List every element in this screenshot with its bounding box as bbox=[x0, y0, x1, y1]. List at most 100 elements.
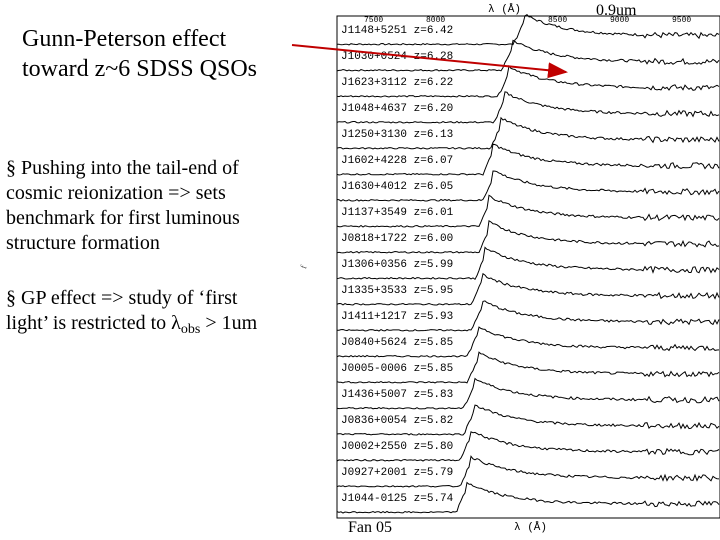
lambda-subscript: obs bbox=[180, 322, 201, 337]
qso-name: J1411+1217 bbox=[341, 311, 408, 323]
qso-label: J1137+3549 z=6.01 bbox=[341, 207, 456, 219]
qso-label: J1630+4012 z=6.05 bbox=[341, 181, 456, 193]
qso-redshift: z=6.13 bbox=[407, 129, 454, 141]
spectrum-J0927+2001 bbox=[336, 455, 720, 488]
spectrum-J1250+3130 bbox=[336, 116, 720, 150]
qso-label: J1602+4228 z=6.07 bbox=[341, 155, 456, 167]
qso-name: J0927+2001 bbox=[341, 467, 408, 479]
qso-name: J1148+5251 bbox=[341, 25, 408, 37]
qso-name: J1250+3130 bbox=[341, 129, 408, 141]
tick-label-9500: 9500 bbox=[672, 16, 692, 25]
label-0-9um: 0.9um bbox=[596, 2, 637, 19]
bullet-marker: § bbox=[6, 157, 16, 179]
qso-name: J0840+5624 bbox=[341, 337, 408, 349]
qso-redshift: z=6.42 bbox=[407, 25, 454, 37]
bullet1-line-1: Pushing into the tail-end of bbox=[21, 157, 239, 179]
spectrum-J0005-0006 bbox=[336, 351, 720, 384]
spectrum-J1602+4228 bbox=[336, 143, 720, 176]
qso-name: J1030+0524 bbox=[341, 51, 408, 63]
qso-label: J1030+0524 z=6.28 bbox=[341, 51, 456, 63]
qso-label: J1148+5251 z=6.42 bbox=[341, 25, 456, 37]
qso-redshift: z=6.07 bbox=[407, 155, 454, 167]
slide-title: Gunn-Peterson effect toward z~6 SDSS QSO… bbox=[22, 24, 322, 84]
bullet2-line-2-post: > 1um bbox=[200, 312, 258, 334]
spectrum-J0836+0054 bbox=[336, 404, 720, 436]
spectrum-J0002+2550 bbox=[336, 431, 720, 462]
qso-label: J1411+1217 z=5.93 bbox=[341, 311, 456, 323]
qso-name: J1623+3112 bbox=[341, 77, 408, 89]
spectrum-J1044-0125 bbox=[336, 481, 720, 514]
qso-name: J0005-0006 bbox=[341, 363, 408, 375]
qso-label: J0818+1722 z=6.00 bbox=[341, 233, 456, 245]
qso-name: J1137+3549 bbox=[341, 207, 408, 219]
bullet2-line-2-pre: light’ is restricted to bbox=[6, 312, 172, 334]
bullet1-line-4: structure formation bbox=[6, 232, 160, 254]
tick-label-8500: 8500 bbox=[548, 16, 568, 25]
qso-redshift: z=6.00 bbox=[407, 233, 454, 245]
qso-redshift: z=5.80 bbox=[407, 441, 454, 453]
spectrum-J1137+3549 bbox=[336, 194, 720, 228]
qso-name: J1602+4228 bbox=[341, 155, 408, 167]
title-line-2: toward z~6 SDSS QSOs bbox=[22, 56, 258, 82]
spectrum-J1335+3533 bbox=[336, 272, 720, 306]
spectrum-J1436+5007 bbox=[336, 377, 720, 410]
qso-name: J1335+3533 bbox=[341, 285, 408, 297]
qso-redshift: z=5.79 bbox=[407, 467, 454, 479]
bullet-marker: § bbox=[6, 287, 16, 309]
tick-label-8000: 8000 bbox=[426, 16, 446, 25]
qso-label: J1250+3130 z=6.13 bbox=[341, 129, 456, 141]
tick-label-7500: 7500 bbox=[364, 16, 384, 25]
spectrum-J1411+1217 bbox=[337, 300, 720, 332]
wavelength-axis-label-bottom: λ (Å) bbox=[514, 522, 548, 534]
credit-fan05: Fan 05 bbox=[348, 519, 392, 536]
qso-redshift: z=6.20 bbox=[407, 103, 454, 115]
qso-redshift: z=5.93 bbox=[407, 311, 454, 323]
tick-label-9000: 9000 bbox=[610, 16, 630, 25]
wavelength-axis-label-top: λ (Å) bbox=[488, 4, 522, 16]
qso-label: J0927+2001 z=5.79 bbox=[341, 467, 456, 479]
qso-name: J1306+0356 bbox=[341, 259, 408, 271]
qso-label: J0002+2550 z=5.80 bbox=[341, 441, 456, 453]
title-line-1: Gunn-Peterson effect bbox=[22, 26, 227, 52]
qso-name: J0836+0054 bbox=[341, 415, 408, 427]
qso-redshift: z=6.01 bbox=[407, 207, 454, 219]
qso-label: J1623+3112 z=6.22 bbox=[341, 77, 456, 89]
qso-redshift: z=5.99 bbox=[407, 259, 454, 271]
qso-label: J0840+5624 z=5.85 bbox=[341, 337, 456, 349]
lambda-symbol: λ bbox=[171, 312, 181, 334]
qso-redshift: z=5.85 bbox=[407, 337, 454, 349]
qso-redshift: z=6.05 bbox=[407, 181, 454, 193]
bullet2-line-1: GP effect => study of ‘first bbox=[21, 287, 238, 309]
qso-name: J1436+5007 bbox=[341, 389, 408, 401]
spectrum-J1630+4012 bbox=[336, 170, 720, 202]
spectrum-J1306+0356 bbox=[336, 246, 720, 281]
bullet2-line-2: light’ is restricted to λobs > 1um bbox=[6, 311, 326, 342]
qso-label: J1306+0356 z=5.99 bbox=[341, 259, 456, 271]
qso-redshift: z=6.28 bbox=[407, 51, 454, 63]
qso-label: J0836+0054 z=5.82 bbox=[341, 415, 456, 427]
qso-label: J1335+3533 z=5.95 bbox=[341, 285, 456, 297]
qso-label: J1436+5007 z=5.83 bbox=[341, 389, 456, 401]
bullet-gp-effect: § GP effect => study of ‘first light’ is… bbox=[6, 286, 326, 342]
side-glyph: f bbox=[298, 263, 309, 271]
qso-label: J1044-0125 z=5.74 bbox=[341, 493, 456, 505]
qso-redshift: z=5.85 bbox=[407, 363, 454, 375]
spectrum-J0818+1722 bbox=[336, 219, 720, 254]
bullet-reionization: § Pushing into the tail-end of cosmic re… bbox=[6, 156, 326, 256]
qso-label: J1048+4637 z=6.20 bbox=[341, 103, 456, 115]
qso-name: J1048+4637 bbox=[341, 103, 408, 115]
qso-name: J1630+4012 bbox=[341, 181, 408, 193]
qso-label: J0005-0006 z=5.85 bbox=[341, 363, 456, 375]
qso-name: J0002+2550 bbox=[341, 441, 408, 453]
qso-redshift: z=5.82 bbox=[407, 415, 454, 427]
qso-name: J1044-0125 bbox=[341, 493, 408, 505]
bullet1-line-2: cosmic reionization => sets bbox=[6, 182, 226, 204]
qso-name: J0818+1722 bbox=[341, 233, 408, 245]
spectrum-J0840+5624 bbox=[336, 326, 720, 358]
spectrum-J1623+3112 bbox=[336, 64, 720, 98]
qso-redshift: z=5.74 bbox=[407, 493, 454, 505]
bullet1-line-3: benchmark for first luminous bbox=[6, 207, 240, 229]
spectrum-J1048+4637 bbox=[336, 91, 720, 124]
qso-redshift: z=5.95 bbox=[407, 285, 454, 297]
qso-redshift: z=6.22 bbox=[407, 77, 454, 89]
